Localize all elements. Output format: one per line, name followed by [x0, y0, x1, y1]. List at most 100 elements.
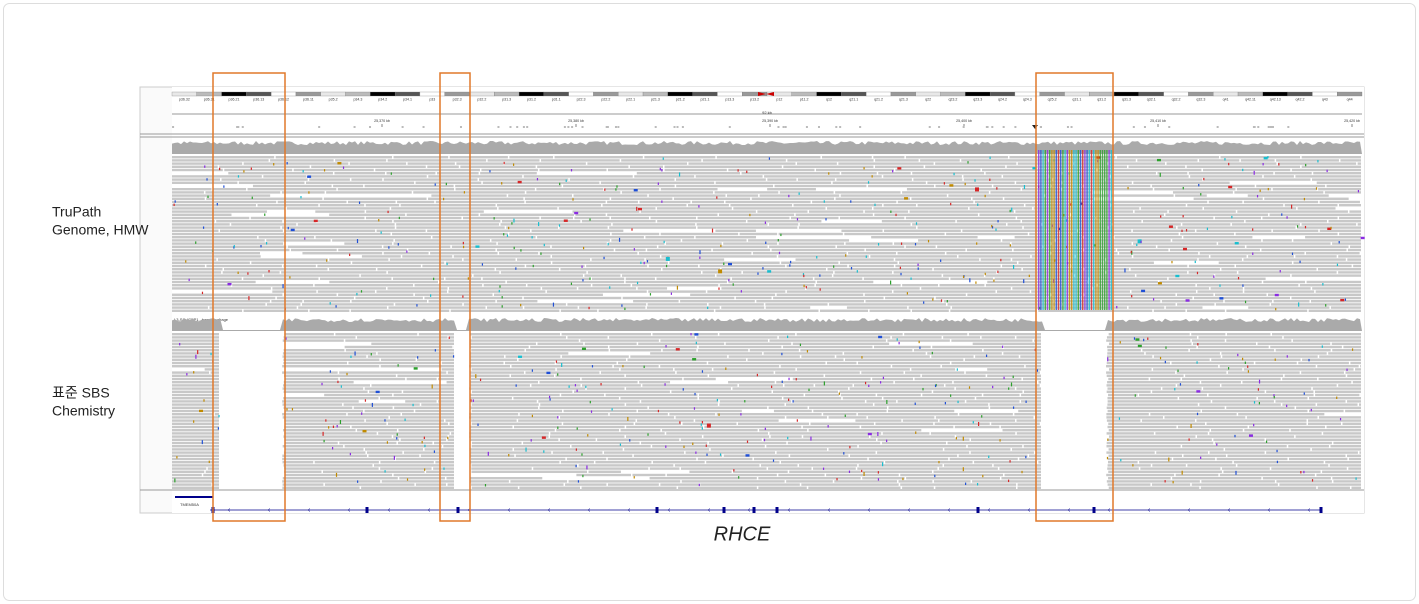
mismatch — [633, 188, 638, 192]
read — [1330, 445, 1361, 448]
read — [704, 425, 802, 429]
mismatch — [863, 167, 865, 170]
read — [712, 248, 771, 252]
read — [912, 172, 985, 175]
band — [1237, 91, 1263, 97]
read — [471, 441, 522, 445]
mismatch — [329, 370, 331, 373]
read — [768, 467, 812, 470]
read — [1171, 361, 1254, 365]
read — [172, 293, 283, 296]
strand-arrow — [1107, 508, 1111, 512]
read — [1227, 454, 1346, 457]
read — [219, 165, 310, 168]
mismatch — [1107, 357, 1109, 362]
read — [874, 403, 989, 406]
read — [393, 220, 501, 223]
read — [1273, 300, 1310, 303]
variant-marker — [605, 126, 608, 128]
read — [813, 467, 856, 470]
gene-label: RHCE — [714, 523, 771, 545]
read — [172, 445, 219, 448]
read — [933, 390, 1023, 393]
read — [506, 280, 625, 284]
variant-marker — [728, 126, 731, 128]
read — [1107, 403, 1198, 406]
read — [792, 377, 871, 381]
strand-arrow — [1027, 508, 1031, 512]
mismatch-column — [1097, 150, 1099, 310]
read — [626, 425, 703, 429]
mismatch — [1299, 260, 1301, 264]
mismatch — [291, 408, 294, 411]
mismatch — [746, 440, 749, 443]
band — [717, 91, 743, 97]
read — [695, 175, 763, 178]
read — [733, 470, 788, 473]
read — [1108, 435, 1196, 438]
read — [598, 309, 714, 312]
read — [854, 384, 944, 387]
band-label: p32.3 — [453, 97, 462, 101]
mismatch — [698, 205, 700, 208]
read — [934, 422, 990, 425]
mismatch — [206, 178, 208, 181]
read — [172, 175, 262, 178]
mismatch — [470, 399, 472, 402]
read — [469, 477, 543, 480]
read — [1157, 245, 1245, 248]
mismatch — [771, 385, 773, 389]
read — [706, 461, 780, 464]
mismatch — [892, 170, 894, 173]
read — [1016, 419, 1041, 422]
read — [172, 384, 219, 387]
mismatch — [850, 200, 852, 203]
read — [473, 274, 583, 277]
read — [353, 406, 393, 409]
read — [836, 178, 912, 181]
mismatch — [940, 299, 943, 302]
band — [866, 91, 892, 97]
mismatch — [661, 169, 663, 172]
mismatch-column — [1106, 150, 1108, 310]
read — [783, 397, 842, 400]
mismatch — [802, 273, 805, 276]
mismatch — [406, 250, 408, 253]
mismatch — [828, 172, 830, 175]
mismatch — [940, 259, 942, 262]
read — [894, 242, 1011, 245]
read — [506, 226, 559, 229]
mismatch-column — [1088, 150, 1090, 310]
mismatch — [515, 267, 517, 270]
read — [383, 252, 429, 255]
read — [1219, 365, 1316, 368]
read — [447, 371, 454, 374]
read — [282, 483, 324, 486]
read — [1088, 280, 1158, 284]
read — [832, 181, 926, 184]
read — [1193, 197, 1263, 200]
mismatch — [611, 408, 613, 411]
read — [951, 339, 1033, 342]
read — [438, 377, 454, 381]
read — [1033, 339, 1041, 342]
band — [1089, 91, 1115, 97]
read — [634, 175, 695, 178]
mismatch — [803, 274, 805, 278]
read — [333, 184, 364, 188]
read — [1221, 384, 1337, 387]
read — [172, 441, 219, 445]
read — [786, 480, 833, 483]
read — [731, 277, 813, 280]
mismatch — [720, 244, 722, 248]
variant-marker — [817, 126, 820, 128]
read — [282, 371, 338, 374]
mismatch — [1039, 306, 1041, 310]
mismatch — [442, 197, 445, 201]
read — [1244, 290, 1315, 293]
mismatch — [565, 179, 567, 182]
read — [620, 429, 661, 432]
read — [469, 342, 536, 345]
mismatch — [1291, 252, 1294, 255]
read — [1142, 220, 1245, 223]
